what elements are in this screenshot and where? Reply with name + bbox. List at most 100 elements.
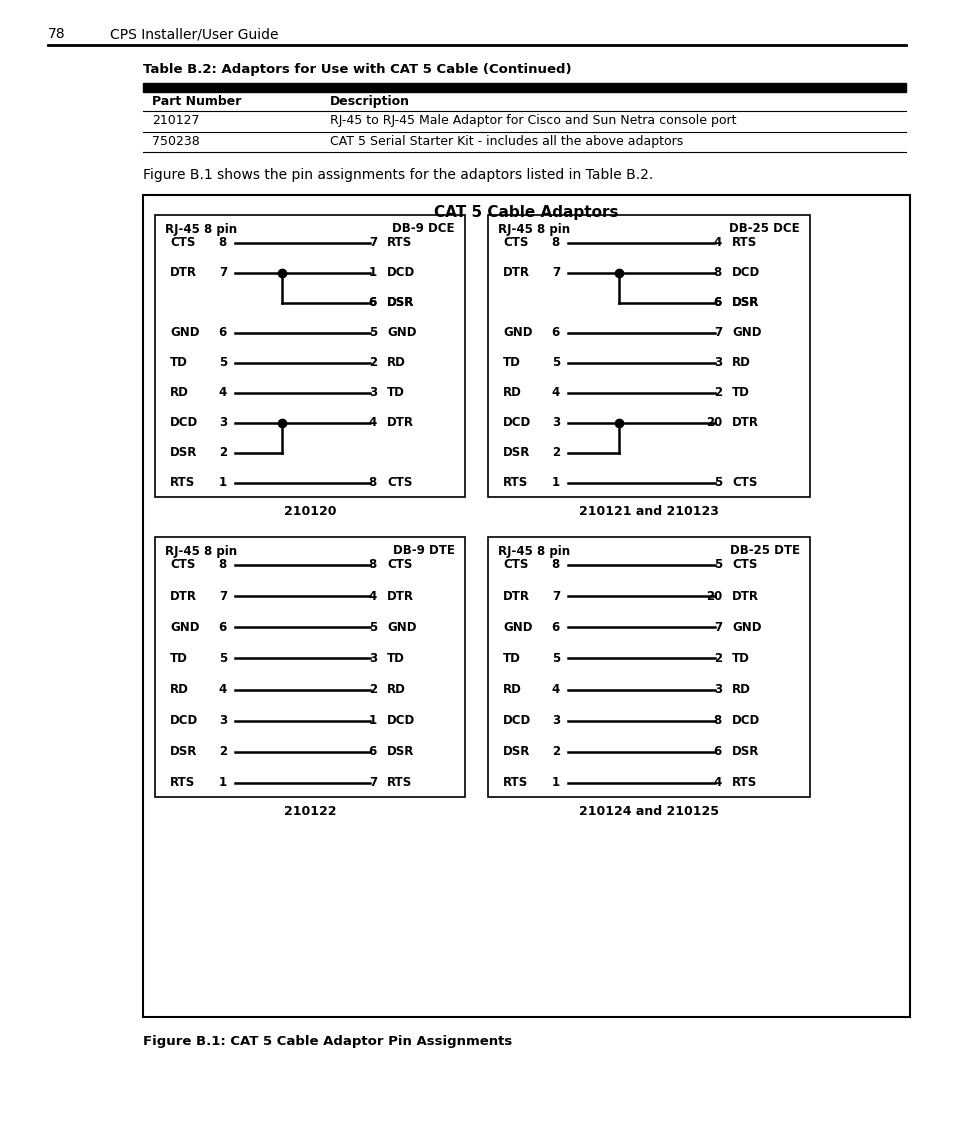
Text: 6: 6: [551, 621, 559, 634]
Text: 8: 8: [551, 237, 559, 250]
Text: DTR: DTR: [387, 417, 414, 429]
Text: 7: 7: [713, 621, 721, 634]
Text: 210127: 210127: [152, 114, 199, 127]
Text: 210121 and 210123: 210121 and 210123: [578, 505, 719, 518]
Text: CTS: CTS: [502, 559, 528, 571]
Text: DCD: DCD: [170, 714, 198, 727]
Text: 20: 20: [705, 590, 721, 602]
Text: 6: 6: [369, 297, 376, 309]
Text: 4: 4: [713, 776, 721, 790]
Text: 3: 3: [713, 356, 721, 370]
Bar: [488, 537, 809, 797]
Text: 8: 8: [713, 267, 721, 279]
Text: 3: 3: [369, 652, 376, 665]
Text: GND: GND: [502, 326, 532, 340]
Text: RD: RD: [387, 684, 405, 696]
Text: CTS: CTS: [502, 237, 528, 250]
Text: GND: GND: [170, 621, 199, 634]
Text: 7: 7: [218, 267, 227, 279]
Text: 1: 1: [218, 476, 227, 490]
Text: 20: 20: [705, 417, 721, 429]
Text: CTS: CTS: [170, 559, 195, 571]
Text: 2: 2: [551, 745, 559, 758]
Text: DTR: DTR: [170, 267, 196, 279]
Text: DTR: DTR: [502, 590, 530, 602]
Text: Figure B.1: CAT 5 Cable Adaptor Pin Assignments: Figure B.1: CAT 5 Cable Adaptor Pin Assi…: [143, 1035, 512, 1048]
Text: DB-9 DCE: DB-9 DCE: [392, 222, 455, 236]
Text: 5: 5: [551, 356, 559, 370]
Text: GND: GND: [731, 621, 760, 634]
Bar: [154, 537, 464, 797]
Text: RD: RD: [170, 387, 189, 400]
Text: 4: 4: [551, 387, 559, 400]
Text: 5: 5: [218, 652, 227, 665]
Text: RTS: RTS: [502, 776, 528, 790]
Text: 4: 4: [369, 417, 376, 429]
Text: RD: RD: [502, 387, 521, 400]
Text: DCD: DCD: [502, 417, 531, 429]
Text: 7: 7: [369, 776, 376, 790]
Text: 5: 5: [369, 621, 376, 634]
Text: RJ-45 8 pin: RJ-45 8 pin: [165, 222, 237, 236]
Text: 8: 8: [218, 237, 227, 250]
Text: TD: TD: [387, 652, 404, 665]
Text: 8: 8: [551, 559, 559, 571]
Text: DSR: DSR: [731, 297, 759, 309]
Bar: [143, 82, 905, 92]
Text: CTS: CTS: [387, 476, 412, 490]
Text: 5: 5: [369, 326, 376, 340]
Text: 7: 7: [551, 590, 559, 602]
Text: 210124 and 210125: 210124 and 210125: [578, 805, 719, 818]
Text: 4: 4: [218, 387, 227, 400]
Text: DSR: DSR: [387, 745, 414, 758]
Text: RJ-45 8 pin: RJ-45 8 pin: [497, 222, 570, 236]
Bar: [154, 215, 464, 497]
Text: DCD: DCD: [387, 267, 415, 279]
Text: 8: 8: [369, 476, 376, 490]
Text: 6: 6: [218, 621, 227, 634]
Text: TD: TD: [502, 652, 520, 665]
Text: DCD: DCD: [502, 714, 531, 727]
Text: 6: 6: [369, 745, 376, 758]
Text: TD: TD: [387, 387, 404, 400]
Text: 8: 8: [218, 559, 227, 571]
Text: 6: 6: [369, 297, 376, 309]
Text: DSR: DSR: [502, 447, 530, 459]
Text: GND: GND: [502, 621, 532, 634]
Text: DSR: DSR: [387, 297, 414, 309]
Text: 3: 3: [551, 714, 559, 727]
Text: DTR: DTR: [731, 417, 759, 429]
Text: RD: RD: [731, 684, 750, 696]
Text: GND: GND: [731, 326, 760, 340]
Text: DCD: DCD: [387, 714, 415, 727]
Text: DSR: DSR: [731, 745, 759, 758]
Text: 2: 2: [713, 652, 721, 665]
Text: 3: 3: [713, 684, 721, 696]
Text: DCD: DCD: [170, 417, 198, 429]
Text: 4: 4: [218, 684, 227, 696]
Text: 6: 6: [713, 297, 721, 309]
Text: CTS: CTS: [387, 559, 412, 571]
Text: GND: GND: [387, 326, 416, 340]
Text: GND: GND: [387, 621, 416, 634]
Text: 5: 5: [713, 476, 721, 490]
Text: RTS: RTS: [387, 776, 412, 790]
Text: 1: 1: [551, 776, 559, 790]
Text: CTS: CTS: [731, 476, 757, 490]
Text: CTS: CTS: [170, 237, 195, 250]
Text: 1: 1: [369, 714, 376, 727]
Text: CTS: CTS: [731, 559, 757, 571]
Text: DTR: DTR: [502, 267, 530, 279]
Text: 8: 8: [713, 714, 721, 727]
Text: RD: RD: [387, 356, 405, 370]
Text: DSR: DSR: [502, 745, 530, 758]
Text: Figure B.1 shows the pin assignments for the adaptors listed in Table B.2.: Figure B.1 shows the pin assignments for…: [143, 168, 653, 182]
Text: RJ-45 to RJ-45 Male Adaptor for Cisco and Sun Netra console port: RJ-45 to RJ-45 Male Adaptor for Cisco an…: [330, 114, 736, 127]
Text: DB-25 DTE: DB-25 DTE: [729, 545, 800, 558]
Text: TD: TD: [170, 356, 188, 370]
Text: Part Number: Part Number: [152, 95, 241, 108]
Text: 8: 8: [369, 559, 376, 571]
Text: 1: 1: [551, 476, 559, 490]
Text: 5: 5: [713, 559, 721, 571]
Text: 7: 7: [369, 237, 376, 250]
